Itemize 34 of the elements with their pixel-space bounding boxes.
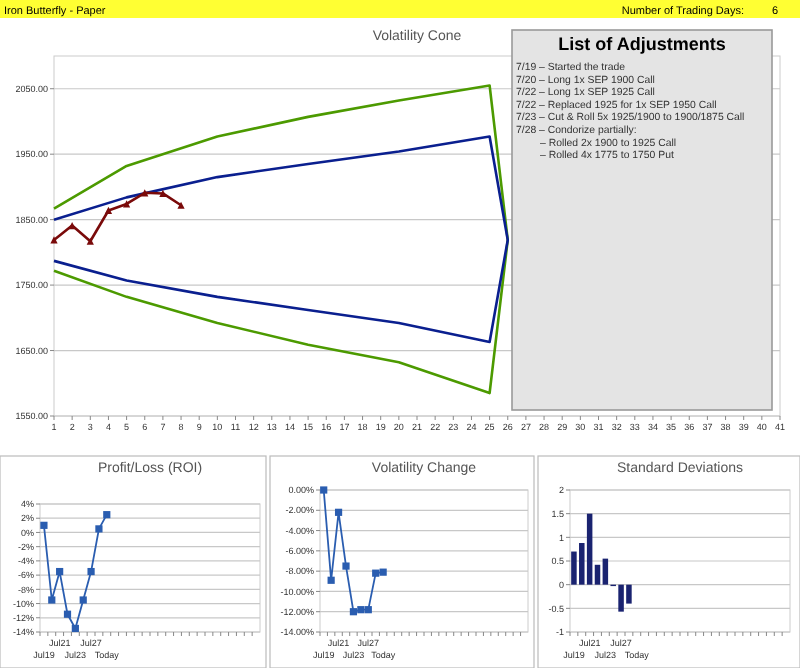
- text: List of Adjustments: [558, 34, 726, 54]
- point: [104, 206, 113, 215]
- point: [87, 567, 95, 576]
- point: [95, 525, 103, 533]
- point: [63, 610, 72, 618]
- bar: [586, 513, 593, 585]
- point: [327, 576, 335, 584]
- point: [357, 606, 365, 614]
- line-series: [50, 189, 185, 245]
- point: [177, 201, 185, 209]
- point: [123, 200, 131, 208]
- point: [50, 236, 58, 244]
- point: [79, 596, 87, 604]
- point: [159, 189, 167, 198]
- bar: [626, 584, 632, 604]
- line-series: [52, 84, 510, 395]
- point: [334, 508, 343, 516]
- point: [40, 521, 48, 529]
- point: [71, 624, 79, 633]
- point: [48, 596, 56, 604]
- point: [379, 568, 387, 576]
- line-series: [52, 135, 510, 344]
- point: [372, 569, 380, 577]
- point: [349, 608, 358, 616]
- point: [103, 511, 111, 519]
- point: [56, 567, 64, 576]
- bar: [618, 584, 624, 612]
- point: [320, 486, 328, 494]
- bar: [602, 558, 609, 585]
- point: [364, 606, 372, 614]
- bar: [571, 551, 577, 585]
- point: [86, 237, 94, 245]
- point: [342, 562, 350, 570]
- point: [68, 221, 76, 230]
